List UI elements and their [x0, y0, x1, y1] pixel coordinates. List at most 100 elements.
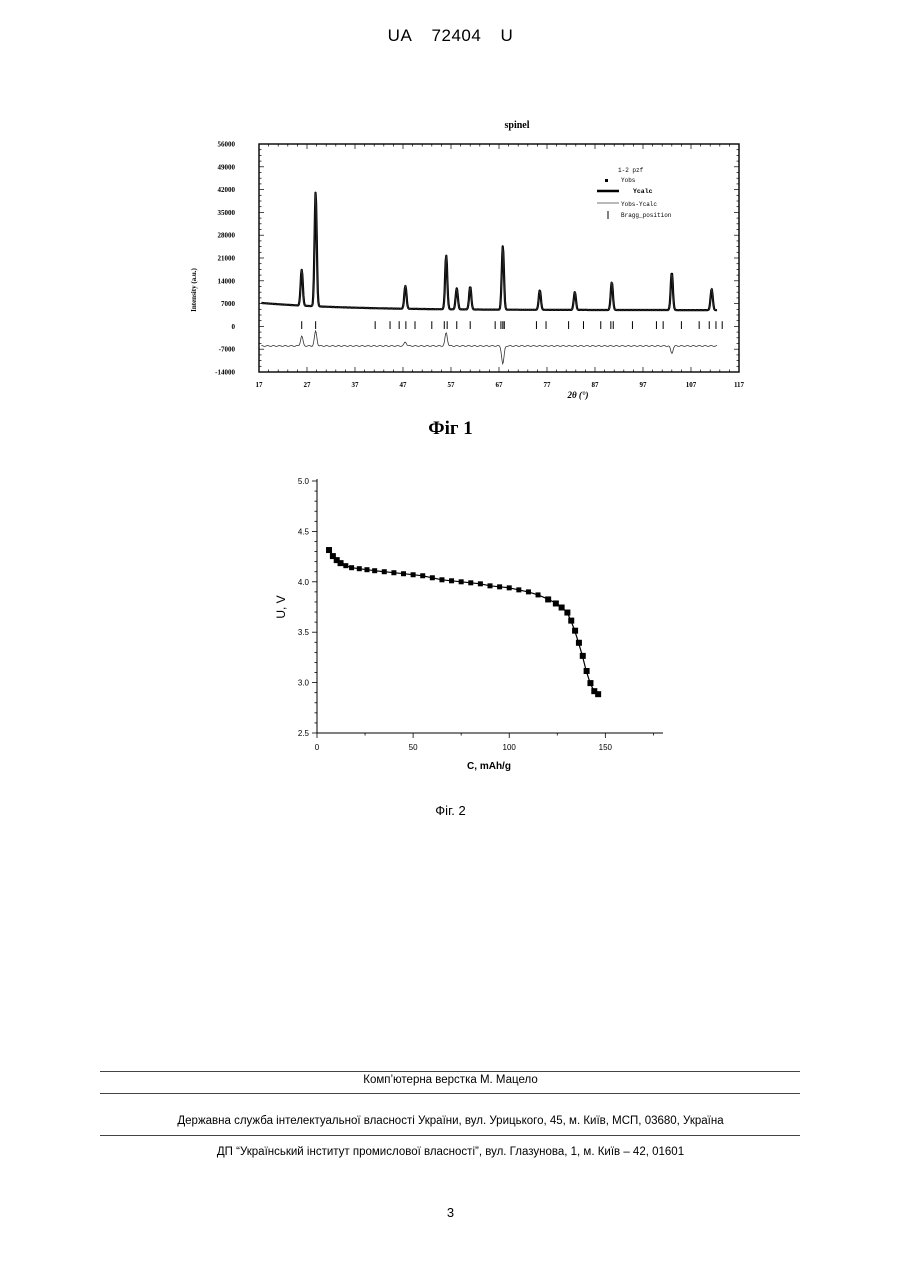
xrd-y-tick-label: 49000	[218, 163, 236, 171]
xrd-plot-area	[259, 144, 739, 372]
xrd-x-tick-label: 87	[592, 381, 600, 389]
legend-label-ycalc: Ycalc	[633, 188, 653, 195]
patent-office-code: UA	[388, 26, 413, 45]
xrd-y-tick-label: 0	[232, 323, 236, 331]
xrd-legend: 1-2 pzf Yobs Ycalc Yobs-Ycalc Bragg_posi…	[597, 167, 672, 219]
discharge-y-tick-label: 2.5	[298, 729, 310, 738]
discharge-data-point	[516, 587, 521, 592]
discharge-chart: 5.0 4.5 4.0 3.5 3.0 2.5 0 50 100 150 U, V C, mAh…	[0, 465, 901, 785]
discharge-data-point	[576, 640, 582, 646]
discharge-data-point	[430, 575, 435, 580]
xrd-difference-line	[261, 331, 717, 364]
discharge-x-tick-label: 100	[503, 743, 517, 752]
figure-1-caption: Фіг 1	[0, 418, 901, 440]
discharge-data-point	[488, 583, 493, 588]
discharge-data-point	[595, 691, 601, 697]
discharge-data-point	[526, 589, 531, 594]
xrd-y-tick-label: -7000	[219, 346, 236, 354]
xrd-plot-frame	[259, 144, 739, 372]
xrd-x-tick-label: 37	[352, 381, 360, 389]
discharge-data-point	[584, 668, 590, 674]
discharge-data-point	[391, 570, 396, 575]
page-number: 3	[0, 1205, 901, 1220]
footer-institute: ДП “Український інститут промислової вла…	[0, 1146, 901, 1158]
patent-number: 72404	[432, 26, 482, 45]
discharge-data-point	[564, 610, 570, 616]
xrd-x-tick-label: 27	[304, 381, 312, 389]
discharge-data-point	[439, 577, 444, 582]
discharge-data-point	[401, 571, 406, 576]
discharge-series-layer	[326, 547, 601, 697]
discharge-y-tick-label: 3.5	[298, 628, 310, 637]
xrd-x-tick-label: 107	[686, 381, 697, 389]
footer-typesetter: Комп’ютерна верстка М. Мацело	[0, 1074, 901, 1086]
discharge-x-tick-label: 0	[315, 743, 320, 752]
discharge-x-axis-label: C, mAh/g	[467, 761, 511, 772]
discharge-data-point	[478, 581, 483, 586]
discharge-y-tick-label: 3.0	[298, 679, 310, 688]
xrd-y-tick-label: 21000	[218, 255, 236, 263]
discharge-axes	[312, 479, 663, 738]
discharge-data-point	[545, 596, 551, 602]
xrd-chart-title: spinel	[504, 120, 529, 131]
discharge-data-point	[372, 568, 377, 573]
discharge-data-point	[382, 569, 387, 574]
xrd-x-tick-label: 117	[734, 381, 745, 389]
discharge-x-tick-labels: 0 50 100 150	[315, 743, 613, 752]
xrd-y-tick-label: 28000	[218, 232, 236, 240]
legend-label-yobs: Yobs	[621, 177, 636, 184]
discharge-y-tick-label: 5.0	[298, 477, 310, 486]
footer-agency: Державна служба інтелектуальної власност…	[0, 1115, 901, 1127]
discharge-data-point	[553, 600, 559, 606]
xrd-y-tick-label: 42000	[218, 186, 236, 194]
discharge-x-tick-label: 150	[599, 743, 613, 752]
discharge-y-axis-label: U, V	[274, 595, 288, 618]
legend-label-bragg: Bragg_position	[621, 212, 672, 219]
discharge-data-point	[587, 680, 593, 686]
xrd-y-tick-label: 14000	[218, 277, 236, 285]
xrd-legend-title: 1-2 pzf	[618, 167, 644, 174]
discharge-data-point	[559, 605, 565, 611]
patent-kind-code: U	[501, 26, 514, 45]
legend-label-ydiff: Yobs-Ycalc	[621, 201, 657, 208]
xrd-x-tick-label: 77	[544, 381, 552, 389]
xrd-x-tick-labels: 172737475767778797107117	[256, 381, 745, 389]
patent-header: UA 72404 U	[0, 26, 901, 46]
xrd-y-tick-label: 35000	[218, 209, 236, 217]
discharge-data-point	[572, 628, 578, 634]
xrd-yobs-line	[261, 193, 717, 311]
xrd-y-tick-labels: 5600049000420003500028000210001400070000…	[215, 141, 235, 377]
discharge-y-tick-labels: 5.0 4.5 4.0 3.5 3.0 2.5	[298, 477, 310, 738]
xrd-chart: spinel 560004900042000350002800021000140…	[0, 110, 901, 410]
discharge-data-point	[338, 560, 344, 566]
footer-rule-3	[100, 1135, 800, 1136]
discharge-x-tick-label: 50	[409, 743, 418, 752]
xrd-x-axis-label: 2θ (°)	[566, 390, 588, 400]
discharge-data-point	[411, 572, 416, 577]
figure-2-caption: Фіг. 2	[0, 803, 901, 818]
xrd-x-tick-label: 17	[256, 381, 264, 389]
xrd-y-tick-label: -14000	[215, 369, 235, 377]
legend-marker-yobs	[605, 179, 608, 182]
xrd-y-tick-label: 7000	[221, 300, 236, 308]
discharge-data-point	[497, 584, 502, 589]
discharge-data-point	[349, 565, 354, 570]
discharge-data-point	[420, 573, 425, 578]
xrd-ycalc-line	[261, 193, 717, 310]
discharge-data-point	[326, 547, 332, 553]
discharge-data-point	[507, 585, 512, 590]
discharge-data-point	[459, 579, 464, 584]
discharge-data-point	[343, 563, 348, 568]
discharge-data-point	[357, 566, 362, 571]
discharge-data-point	[449, 578, 454, 583]
discharge-data-point	[568, 618, 574, 624]
xrd-x-tick-label: 47	[400, 381, 408, 389]
discharge-y-tick-label: 4.0	[298, 578, 310, 587]
footer-rule-2	[100, 1093, 800, 1094]
discharge-data-point	[536, 592, 541, 597]
discharge-y-tick-label: 4.5	[298, 527, 310, 536]
discharge-data-point	[580, 653, 586, 659]
discharge-data-point	[468, 580, 473, 585]
discharge-data-point	[364, 567, 369, 572]
xrd-x-tick-label: 97	[640, 381, 648, 389]
